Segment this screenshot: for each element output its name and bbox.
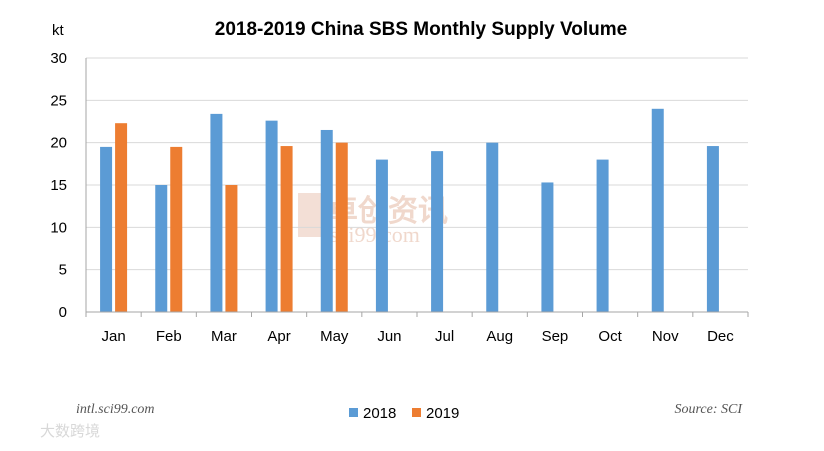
bars	[100, 108, 719, 313]
bar-2019-Apr	[280, 146, 293, 312]
bar-2018-Feb	[155, 185, 168, 312]
x-tick-Aug: Aug	[486, 328, 513, 345]
legend-label-2019: 2019	[426, 405, 459, 422]
watermark-logo-icon	[298, 193, 322, 237]
bar-2019-May	[335, 142, 348, 312]
y-tick-30: 30	[50, 50, 67, 67]
x-tick-Mar: Mar	[211, 328, 237, 345]
y-unit-label: kt	[52, 22, 65, 39]
x-tick-Jun: Jun	[377, 328, 401, 345]
bar-2019-Feb	[170, 146, 183, 312]
axes	[85, 58, 749, 317]
x-tick-Nov: Nov	[652, 328, 679, 345]
bar-2018-Jul	[431, 151, 444, 312]
x-tick-Dec: Dec	[707, 328, 734, 345]
x-tick-Sep: Sep	[542, 328, 569, 345]
y-tick-15: 15	[50, 177, 67, 194]
chart-title: 2018-2019 China SBS Monthly Supply Volum…	[215, 19, 627, 40]
watermark: 卓创资讯 sci99.com	[298, 193, 448, 247]
legend: 2018 2019	[349, 405, 459, 422]
x-tick-Apr: Apr	[267, 328, 290, 345]
y-tick-20: 20	[50, 135, 67, 152]
x-tick-labels: Jan Feb Mar Apr May Jun Jul Aug Sep Oct Nov Dec	[101, 328, 734, 345]
bar-2018-Jun	[375, 159, 388, 312]
legend-swatch-2018	[349, 408, 358, 417]
bar-2018-Oct	[596, 159, 609, 312]
bar-2019-Mar	[225, 185, 238, 312]
bar-2018-Mar	[210, 113, 223, 312]
bar-2018-Dec	[706, 146, 719, 312]
footer-site: intl.sci99.com	[76, 402, 155, 417]
x-tick-Oct: Oct	[598, 328, 622, 345]
grid-lines	[86, 57, 748, 271]
footer-source: Source: SCI	[674, 402, 743, 417]
corner-watermark: 大数跨境	[40, 422, 100, 440]
y-tick-10: 10	[50, 219, 67, 236]
bar-2018-Apr	[265, 120, 278, 312]
y-tick-5: 5	[59, 262, 67, 279]
x-tick-Jul: Jul	[435, 328, 454, 345]
watermark-cn: 卓创资讯	[328, 194, 448, 229]
bar-2018-Sep	[541, 182, 554, 312]
legend-swatch-2019	[412, 408, 421, 417]
legend-label-2018: 2018	[363, 405, 396, 422]
y-tick-labels: 0 5 10 15 20 25 30	[50, 50, 67, 321]
bar-2018-Aug	[486, 142, 499, 312]
bar-2018-Jan	[100, 146, 113, 312]
x-tick-May: May	[320, 328, 349, 345]
bar-2019-Jan	[115, 123, 128, 313]
x-tick-Jan: Jan	[101, 328, 125, 345]
y-tick-0: 0	[59, 304, 67, 321]
bar-2018-May	[320, 129, 333, 312]
x-tick-Feb: Feb	[156, 328, 182, 345]
y-tick-25: 25	[50, 92, 67, 109]
bar-2018-Nov	[651, 108, 664, 312]
